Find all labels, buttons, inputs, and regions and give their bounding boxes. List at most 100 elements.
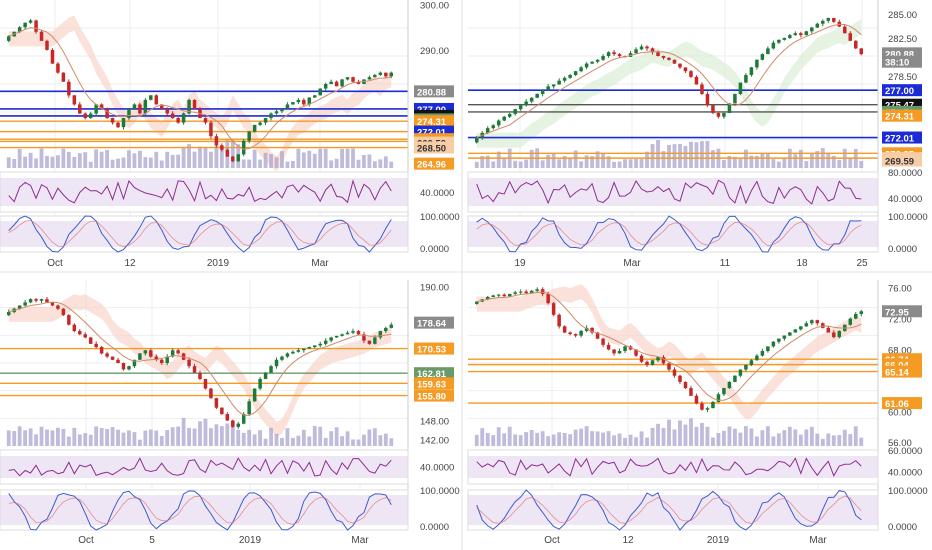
- volume-bar: [859, 160, 864, 168]
- volume-bar: [209, 428, 213, 446]
- candle-body: [170, 350, 175, 357]
- candle-body: [744, 364, 748, 370]
- y-tick-label: 148.00: [420, 416, 449, 427]
- candle-body: [389, 324, 394, 328]
- price-tag: 274.31: [882, 109, 922, 123]
- candle-body: [373, 337, 377, 344]
- candle-body: [760, 351, 765, 356]
- candle-body: [689, 71, 693, 77]
- x-tick-label: 25: [856, 258, 868, 269]
- candle-body: [524, 101, 528, 106]
- volume-bar: [551, 153, 556, 168]
- volume-bar: [367, 429, 372, 446]
- volume-bar: [612, 161, 616, 168]
- volume-bar: [579, 428, 584, 446]
- candle-body: [535, 289, 539, 291]
- candle-body: [209, 388, 213, 399]
- candle-body: [859, 48, 864, 55]
- volume-bar: [722, 430, 726, 446]
- volume-bar: [192, 428, 197, 446]
- volume-bar: [590, 431, 595, 446]
- volume-bar: [837, 435, 842, 446]
- candle-body: [799, 33, 803, 36]
- volume-bar: [650, 427, 655, 446]
- candle-body: [711, 105, 715, 113]
- volume-bar: [700, 423, 704, 446]
- volume-bar: [269, 427, 273, 446]
- candle-body: [557, 314, 561, 327]
- volume-bar: [17, 148, 22, 168]
- candle-body: [678, 375, 682, 382]
- candle-body: [263, 118, 268, 123]
- candle-body: [738, 369, 743, 376]
- volume-bar: [513, 434, 518, 446]
- volume-bar: [749, 428, 754, 446]
- candle-body: [50, 302, 55, 306]
- volume-bar: [214, 424, 219, 446]
- volume-bar: [198, 146, 202, 168]
- candle-body: [727, 381, 732, 389]
- moving-average-line: [476, 23, 862, 139]
- volume-bar: [507, 426, 512, 446]
- price-tag: 272.01: [882, 131, 922, 145]
- volume-bar: [187, 427, 191, 446]
- candle-body: [705, 408, 710, 410]
- candle-body: [231, 156, 235, 162]
- candle-body: [777, 338, 781, 342]
- candle-body: [502, 294, 506, 297]
- volume-bar: [546, 154, 551, 168]
- candle-body: [192, 366, 197, 373]
- candle-body: [83, 113, 87, 119]
- volume-bar: [474, 161, 479, 168]
- volume-bar: [743, 426, 748, 446]
- candle-body: [667, 57, 671, 60]
- y-tick-label: 56.00: [888, 438, 912, 449]
- candle-body: [28, 20, 33, 23]
- candle-body: [843, 26, 847, 34]
- volume-bar: [66, 151, 71, 168]
- candle-body: [689, 388, 693, 396]
- volume-bar: [389, 161, 394, 168]
- candle-body: [45, 40, 49, 50]
- rsi-band: [0, 178, 408, 206]
- candle-body: [656, 357, 660, 361]
- volume-bar: [656, 423, 660, 446]
- rsi-line: [476, 179, 862, 205]
- volume-bar: [356, 159, 361, 168]
- volume-bar: [738, 432, 743, 446]
- volume-bar: [372, 428, 377, 446]
- x-tick-label: Oct: [78, 535, 94, 546]
- candle-body: [88, 337, 93, 344]
- volume-bar: [787, 426, 792, 446]
- volume-bar: [148, 157, 153, 168]
- candle-body: [170, 113, 175, 119]
- candle-body: [540, 289, 545, 294]
- volume-bar: [269, 154, 273, 168]
- candle-body: [329, 337, 333, 341]
- volume-bar: [639, 431, 644, 446]
- candle-body: [143, 350, 148, 354]
- volume-bar: [540, 160, 545, 168]
- volume-bar: [826, 433, 831, 446]
- candle-body: [203, 118, 208, 123]
- x-tick-label: 18: [796, 258, 808, 269]
- volume-bar: [601, 432, 606, 446]
- volume-bar: [848, 158, 853, 168]
- candle-body: [291, 351, 295, 354]
- candle-body: [88, 113, 93, 119]
- candle-body: [793, 329, 798, 333]
- candle-body: [562, 77, 567, 81]
- volume-bar: [524, 432, 529, 446]
- volume-bar: [645, 437, 649, 446]
- volume-bar: [307, 436, 312, 446]
- y-tick-label: 60.00: [888, 407, 912, 418]
- volume-bar: [154, 430, 159, 446]
- volume-bar: [329, 160, 334, 168]
- moving-average-line: [8, 301, 392, 416]
- candle-body: [203, 378, 208, 389]
- candle-body: [634, 49, 638, 54]
- candle-body: [848, 33, 853, 41]
- candle-body: [236, 423, 241, 427]
- volume-bar: [628, 159, 633, 168]
- candle-body: [755, 355, 759, 361]
